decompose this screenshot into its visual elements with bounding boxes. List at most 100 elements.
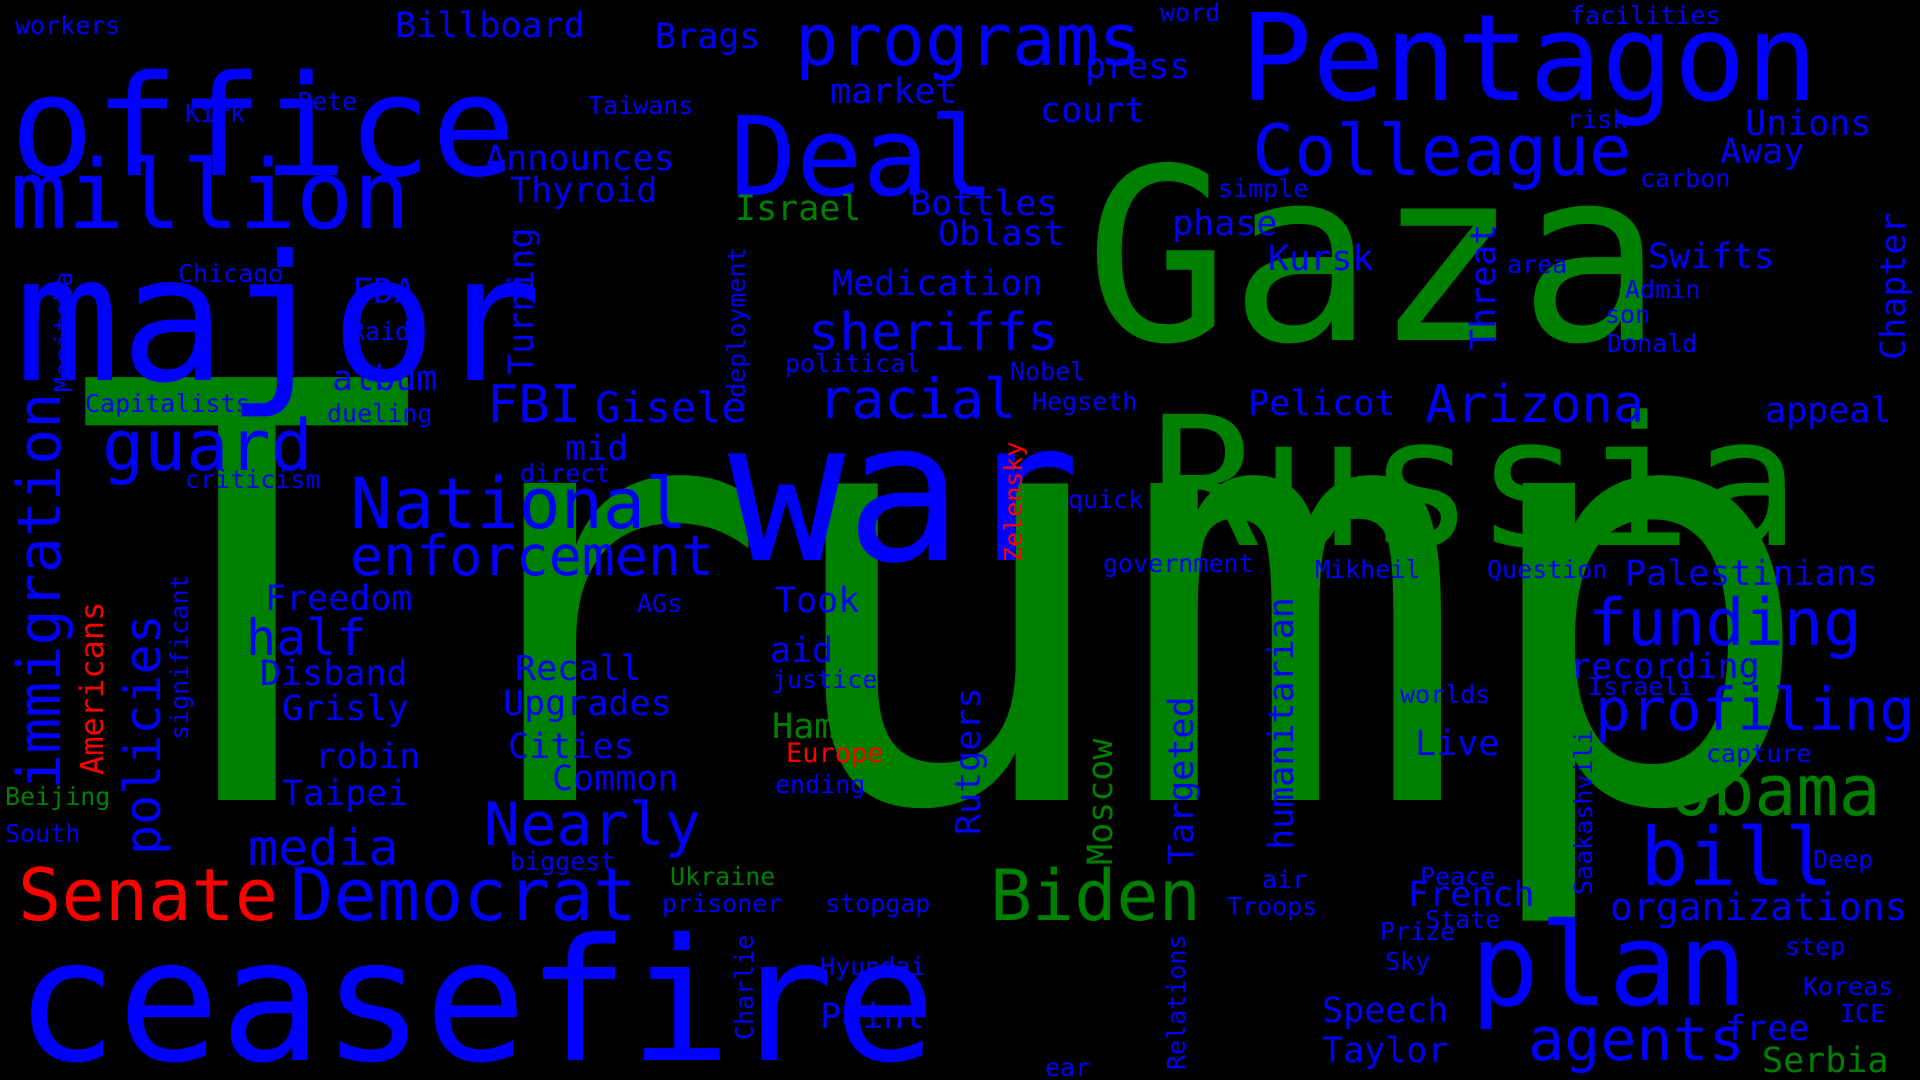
word-free: free	[1725, 1009, 1809, 1049]
word-hegseth: Hegseth	[1032, 387, 1137, 416]
word-raid: Raid	[350, 317, 410, 346]
word-trump: Trump	[72, 262, 1818, 937]
word-israel: Israel	[735, 189, 861, 229]
word-targeted: Targeted	[1162, 696, 1202, 865]
word-simple: simple	[1218, 174, 1308, 203]
word-pentagon: Pentagon	[1240, 0, 1818, 129]
word-ags: AGs	[637, 589, 682, 618]
word-ice: ICE	[1840, 999, 1885, 1028]
word-robin: robin	[315, 737, 420, 777]
word-troops: Troops	[1227, 892, 1317, 921]
word-profiling: profiling	[1595, 675, 1915, 744]
word-relations: Relations	[1162, 935, 1191, 1070]
word-air: air	[1262, 865, 1307, 894]
word-donald: Donald	[1607, 329, 1697, 358]
word-chapter: Chapter	[1874, 212, 1914, 360]
word-gaza: Gaza	[1085, 117, 1663, 397]
word-obama: Obama	[1670, 750, 1881, 832]
word-programs: programs	[795, 0, 1142, 82]
word-recording: recording	[1570, 647, 1760, 687]
word-biggest: biggest	[510, 847, 615, 876]
word-word: word	[1160, 0, 1220, 27]
word-area: area	[1507, 250, 1567, 279]
word-pete: Pete	[297, 87, 357, 116]
word-arizona: Arizona	[1425, 375, 1644, 435]
word-freedom: Freedom	[265, 579, 413, 619]
word-fda: FDA	[352, 272, 415, 312]
word-colleague: Colleague	[1252, 110, 1631, 192]
word-capture: capture	[1706, 739, 1811, 768]
word-oblast: Oblast	[938, 214, 1064, 254]
word-nearly: Nearly	[484, 790, 701, 860]
word-carbon: carbon	[1640, 164, 1730, 193]
word-ending: ending	[775, 770, 865, 799]
word-taiwans: Taiwans	[588, 91, 693, 120]
word-appeal: appeal	[1765, 391, 1891, 431]
word-direct: direct	[520, 459, 610, 488]
word-manitoba: Manitoba	[49, 272, 78, 392]
word-worlds: worlds	[1400, 680, 1490, 709]
word-away: Away	[1720, 132, 1804, 172]
word-ear: ear	[1045, 1053, 1090, 1080]
word-admin: Admin	[1625, 275, 1700, 304]
word-immigration: immigration	[5, 393, 75, 790]
word-prize: Prize	[1380, 917, 1455, 946]
word-criticism: criticism	[185, 465, 320, 494]
word-hyundai: Hyundai	[820, 952, 925, 981]
word-south: South	[5, 819, 80, 848]
word-dueling: dueling	[327, 399, 432, 428]
word-zelensky: Zelensky	[999, 442, 1028, 562]
word-nobel: Nobel	[1010, 357, 1085, 386]
word-common: Common	[552, 759, 678, 799]
word-capitalists: Capitalists	[85, 389, 251, 418]
word-peace: Peace	[1420, 862, 1495, 891]
word-war: war	[728, 379, 1080, 606]
word-ukraine: Ukraine	[670, 862, 775, 891]
word-hamas: Hamas	[772, 707, 877, 747]
word-palestinians: Palestinians	[1625, 554, 1878, 594]
word-deep: Deep	[1813, 845, 1873, 874]
word-step: step	[1785, 932, 1845, 961]
word-europe: Europe	[786, 738, 884, 769]
word-beijing: Beijing	[5, 782, 110, 811]
word-plan: plan	[1470, 899, 1747, 1033]
word-half: half	[246, 609, 366, 667]
word-french: French	[1408, 875, 1534, 915]
word-enforcement: enforcement	[350, 524, 714, 588]
word-aid: aid	[770, 631, 833, 671]
word-senate: Senate	[18, 853, 278, 937]
word-took: Took	[775, 581, 859, 621]
word-stopgap: stopgap	[825, 889, 930, 918]
word-phase: phase	[1172, 204, 1277, 244]
word-serbia: Serbia	[1762, 1041, 1888, 1080]
word-democrat: Democrat	[290, 853, 637, 937]
word-cities: Cities	[508, 727, 634, 767]
word-moscow: Moscow	[1081, 738, 1121, 865]
word-brags: Brags	[655, 17, 760, 57]
word-fbi: FBI	[487, 375, 581, 435]
word-guard: guard	[102, 405, 313, 487]
word-funding: funding	[1588, 586, 1862, 661]
word-point: Point	[820, 997, 925, 1037]
word-taipei: Taipei	[282, 774, 408, 814]
word-mid: mid	[565, 429, 628, 469]
word-billboard: Billboard	[395, 6, 585, 46]
word-thyroid: Thyroid	[510, 171, 658, 211]
word-rutgers: Rutgers	[949, 687, 989, 835]
word-americans: Americans	[73, 602, 111, 775]
word-saakashvili: Saakashvili	[1569, 729, 1598, 895]
word-unions: Unions	[1745, 104, 1871, 144]
word-million: million	[10, 141, 410, 251]
word-national: National	[350, 463, 687, 545]
word-disband: Disband	[260, 654, 408, 694]
word-ceasefire: ceasefire	[15, 903, 936, 1080]
word-chicago: Chicago	[178, 259, 283, 288]
word-russia: Russia	[1150, 379, 1800, 588]
word-pelicot: Pelicot	[1248, 384, 1396, 424]
word-organizations: organizations	[1610, 885, 1907, 929]
word-charlie: Charlie	[730, 935, 759, 1040]
word-deployment: deployment	[722, 247, 751, 398]
word-swifts: Swifts	[1648, 237, 1774, 277]
